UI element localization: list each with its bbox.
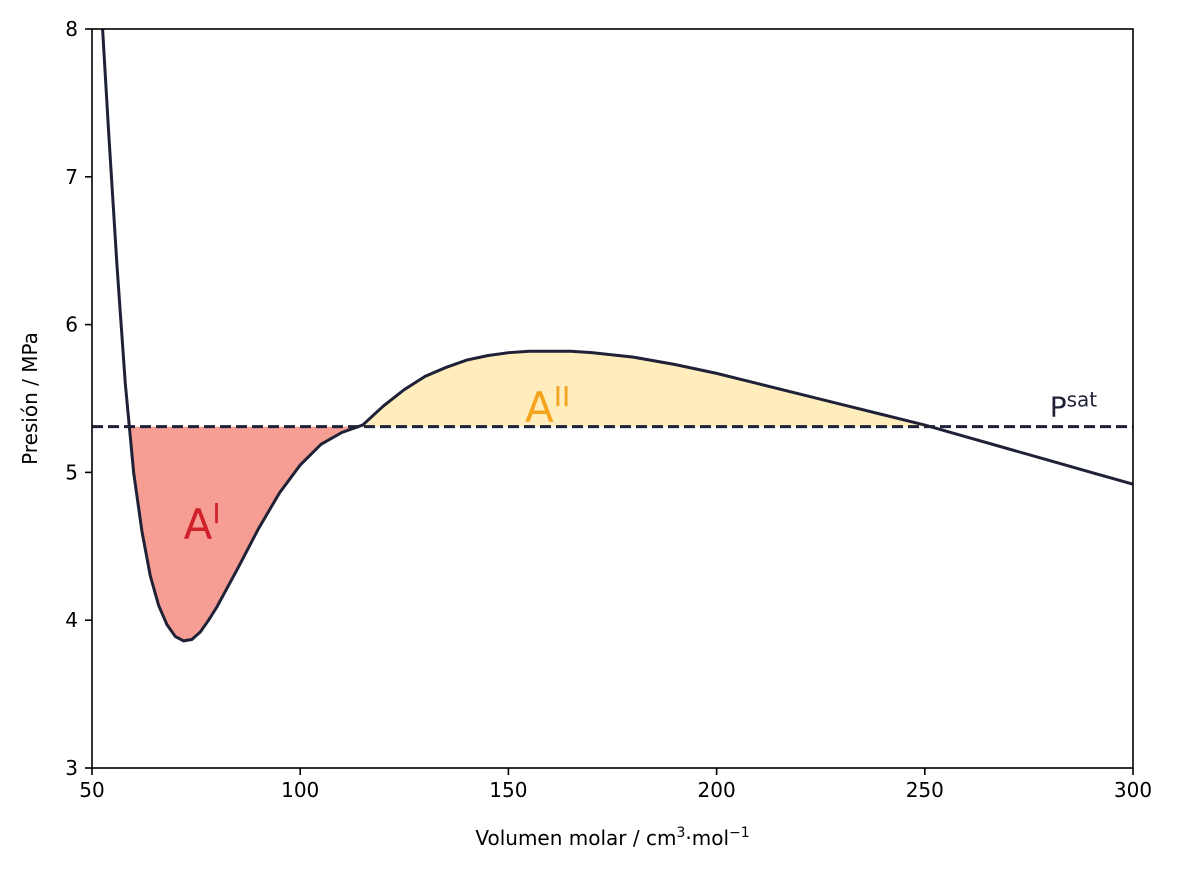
y-tick-label: 4 bbox=[65, 608, 78, 632]
region-label-2: AII bbox=[525, 380, 570, 432]
y-tick-label: 3 bbox=[65, 756, 78, 780]
y-axis-title: Presión / MPa bbox=[18, 332, 42, 465]
y-tick-label: 7 bbox=[65, 165, 78, 189]
y-tick-label: 6 bbox=[65, 313, 78, 337]
x-tick-label: 300 bbox=[1114, 778, 1152, 802]
y-tick-label: 8 bbox=[65, 17, 78, 41]
x-axis-title: Volumen molar / cm3·mol−1 bbox=[475, 825, 749, 850]
isotherm-curve bbox=[101, 29, 1133, 643]
y-tick-label: 5 bbox=[65, 460, 78, 484]
region-fill-2 bbox=[364, 351, 937, 429]
region-label-base: A bbox=[184, 500, 213, 549]
region-fill-1 bbox=[128, 419, 365, 641]
x-axis-title-text: Volumen molar / cm bbox=[475, 826, 676, 850]
area-regions bbox=[128, 351, 937, 641]
psat-label-base: P bbox=[1050, 391, 1067, 424]
region-label-base: A bbox=[525, 383, 554, 432]
region-label-sup: I bbox=[212, 497, 220, 530]
x-axis-ticks: 50 100 150 200 250 300 bbox=[79, 768, 1152, 802]
x-tick-label: 250 bbox=[906, 778, 944, 802]
x-tick-label: 100 bbox=[281, 778, 319, 802]
region-label-sup: II bbox=[554, 380, 571, 413]
psat-label: Psat bbox=[1050, 388, 1098, 424]
plot-frame bbox=[91, 28, 1134, 769]
y-axis-ticks: 3 4 5 6 7 8 bbox=[65, 17, 92, 780]
psat-label-sup: sat bbox=[1067, 388, 1098, 412]
x-tick-label: 150 bbox=[489, 778, 527, 802]
x-tick-label: 200 bbox=[698, 778, 736, 802]
x-axis-title-mid: ·mol bbox=[685, 826, 729, 850]
x-axis-title-sup1: 3 bbox=[676, 825, 685, 841]
x-axis-title-sup2: −1 bbox=[729, 825, 750, 841]
x-tick-label: 50 bbox=[79, 778, 104, 802]
region-label-1: AI bbox=[184, 497, 221, 549]
